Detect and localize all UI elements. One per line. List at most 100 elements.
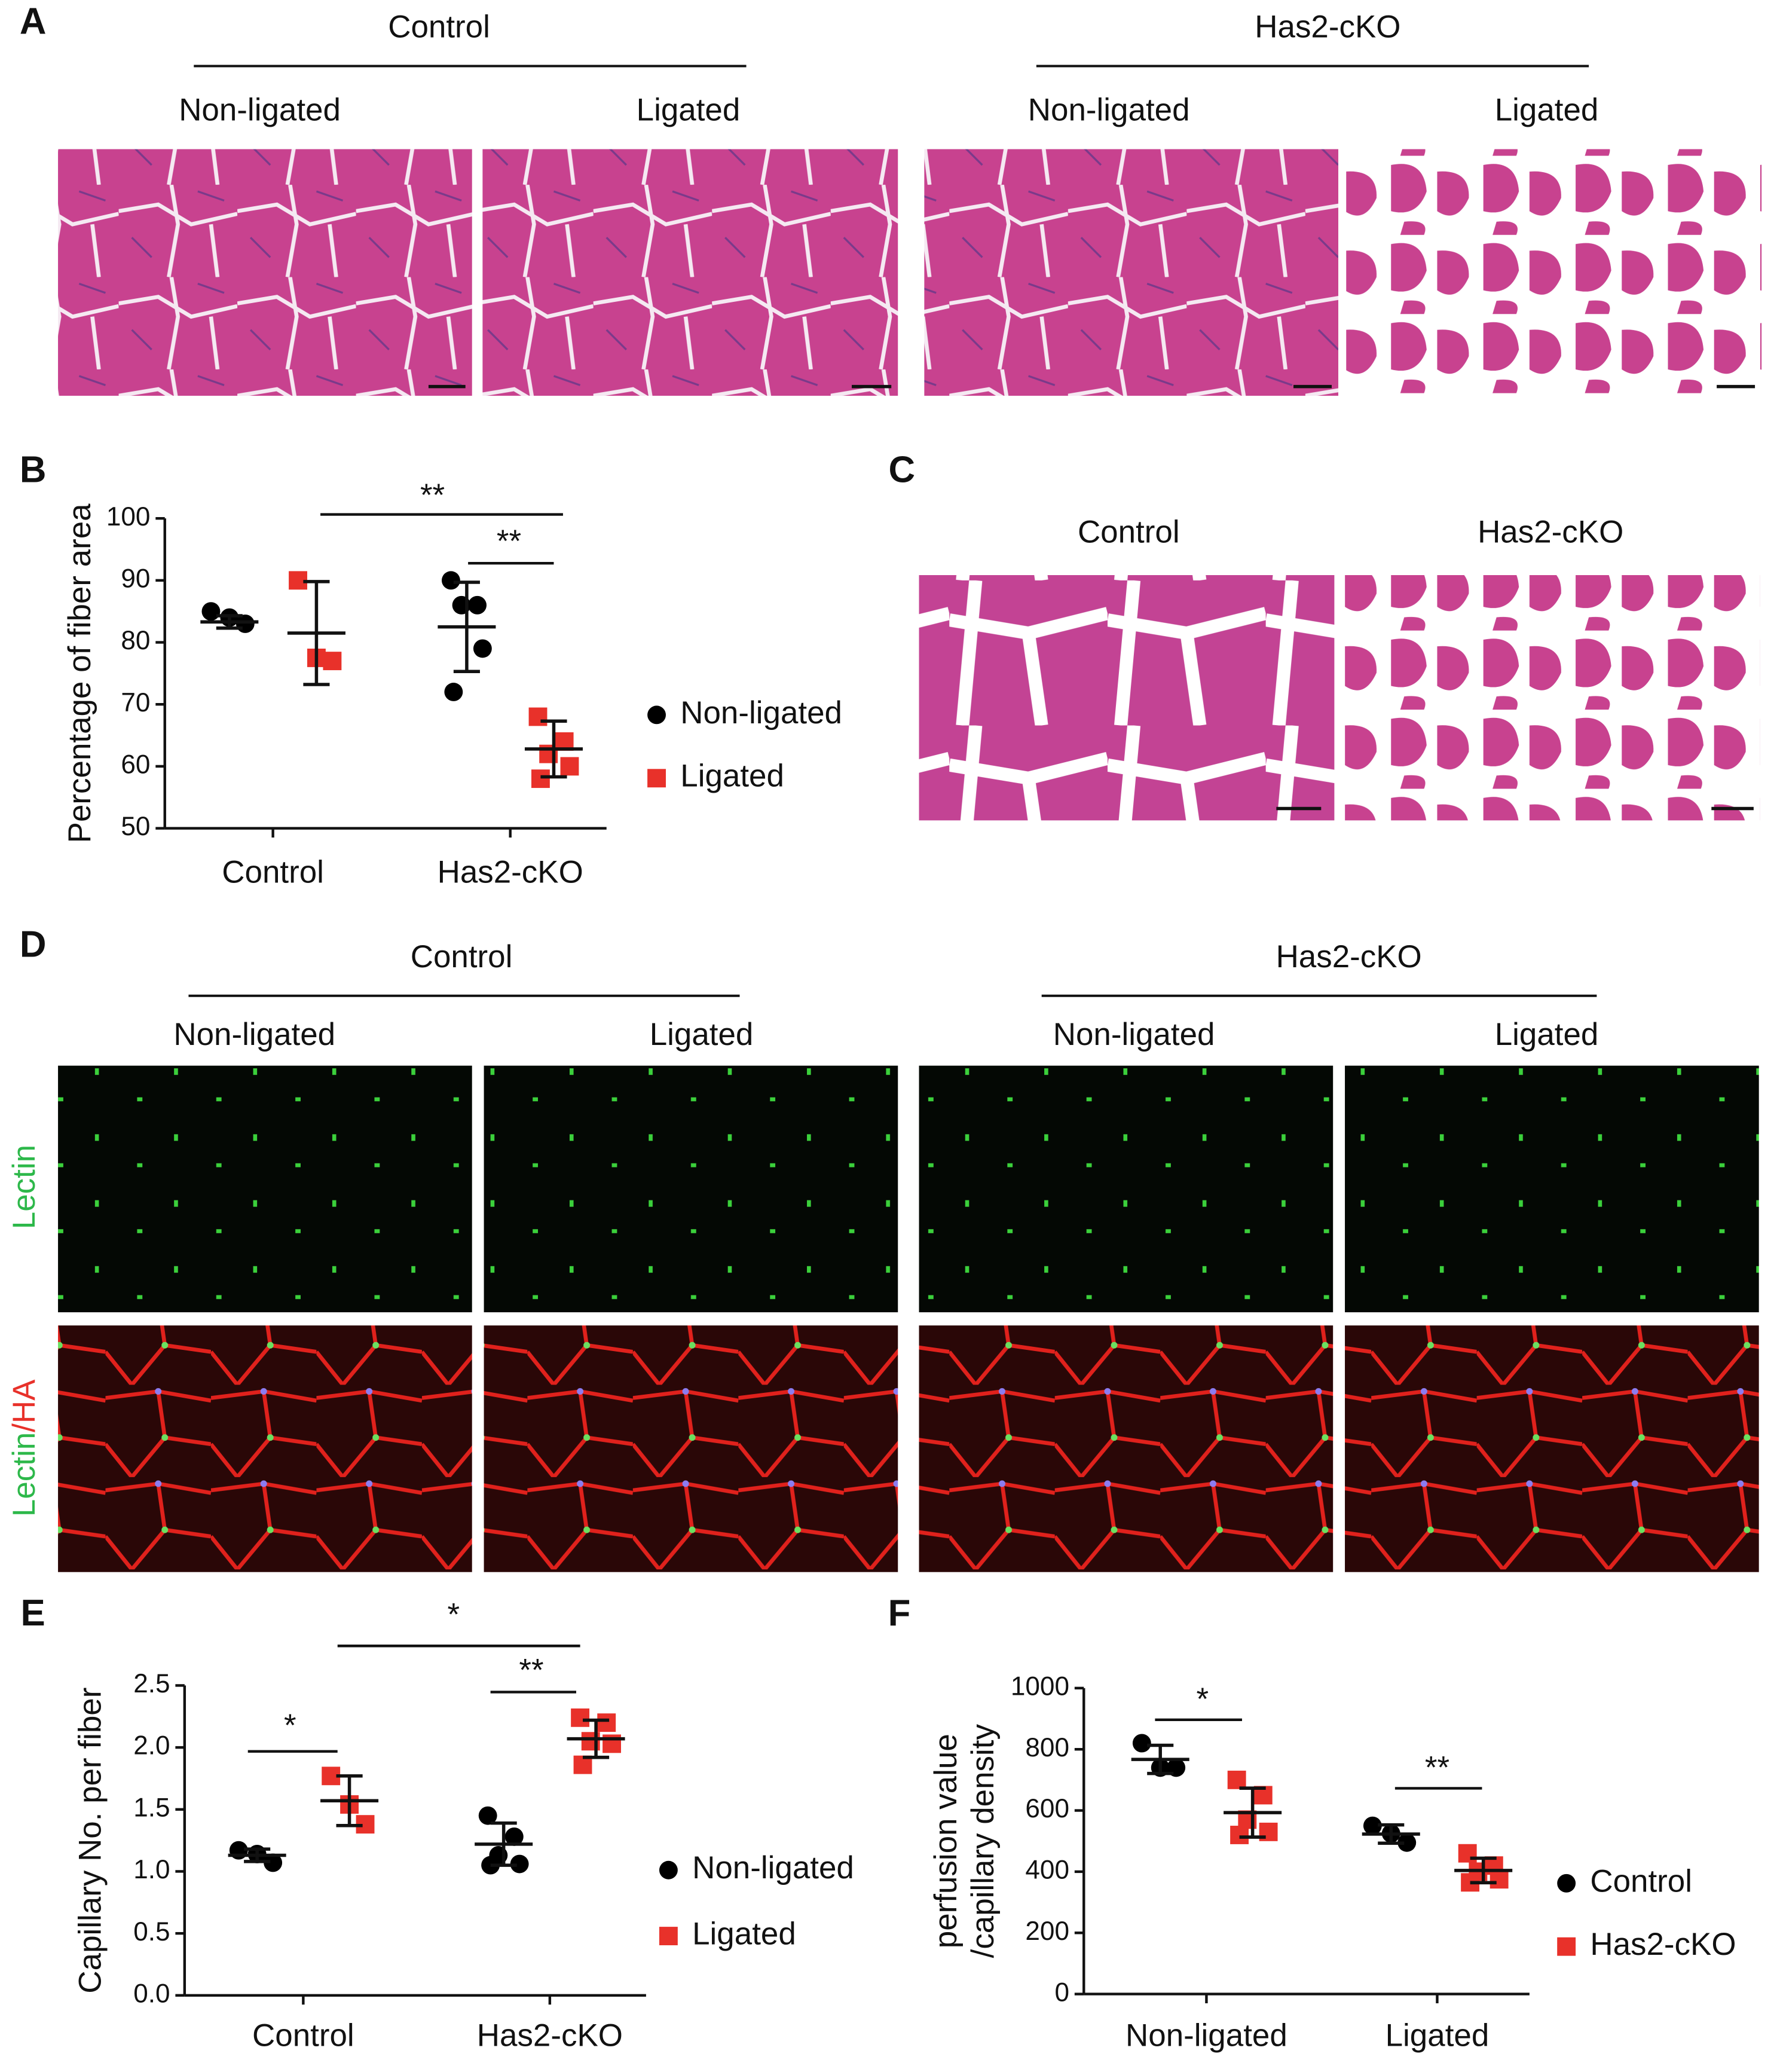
data-point [1363,1816,1382,1835]
legend-marker [647,705,666,725]
error-bar [490,1821,517,1867]
condition-label: Non-ligated [1053,1017,1215,1052]
group-lines [188,65,1597,997]
data-point [560,757,579,776]
data-point [441,571,460,590]
condition-label: Ligated [1495,1017,1599,1052]
x-tick-label: Control [252,2018,354,2053]
micrograph [919,1325,1334,1572]
condition-label: Ligated [637,93,741,128]
micrograph [1345,1065,1759,1313]
y-tick-label: 400 [1025,1856,1069,1885]
data-point [1490,1870,1509,1889]
y-tick-label: 100 [106,502,151,531]
condition-label: Non-ligated [179,93,341,128]
legend-label: Non-ligated [692,1850,854,1885]
data-point [473,639,492,658]
significance-label: * [1196,1682,1209,1717]
y-tick-label: 1.5 [133,1793,170,1822]
data-point [597,1713,616,1732]
error-bar [244,1847,271,1863]
x-tick-label: Non-ligated [1126,2018,1287,2053]
group-label: Control [411,939,513,974]
legend-marker [659,1860,678,1880]
data-point [201,602,221,621]
panel-letter: F [888,1593,911,1634]
error-bar [583,1718,610,1759]
data-point [1227,1770,1246,1789]
data-point [264,1853,283,1872]
condition-label: Non-ligated [173,1017,335,1052]
micrograph [924,149,1339,396]
condition-label: Ligated [1495,93,1599,128]
significance-label: ** [497,524,521,559]
micrograph [919,575,1335,821]
panel-letter: D [20,924,47,965]
data-point [571,1708,590,1727]
y-tick-label: 70 [121,688,150,717]
micrograph [58,1325,472,1572]
y-axis-label: perfusion value [928,1734,964,1948]
row-label-part: /HA [7,1379,42,1432]
y-tick-label: 0 [1054,1978,1069,2007]
error-bar [1378,1823,1405,1845]
legend-label: Ligated [692,1917,796,1952]
chart: 0.0 0.5 1.0 1.5 2.0 2.5 Capillary No. per fibe… [72,1597,854,2053]
y-tick-label: 1000 [1011,1671,1069,1701]
x-tick-label: Ligated [1386,2018,1490,2053]
row-label: Lectin [7,1145,42,1229]
y-tick-label: 50 [121,812,150,841]
error-bar [453,580,480,674]
y-tick-label: 0.5 [133,1917,170,1946]
panel-letter: C [889,449,916,490]
panel-letter: A [20,1,47,42]
data-point [510,1854,529,1874]
data-point [468,595,487,615]
error-bar [1239,1786,1266,1839]
micrograph [482,149,898,396]
panel-letter: E [21,1593,45,1634]
y-tick-label: 800 [1025,1733,1069,1762]
error-bar [1470,1856,1497,1885]
x-tick-label: Has2-cKO [477,2018,623,2053]
group-label: Has2-cKO [1255,10,1400,45]
significance-label: ** [519,1652,543,1688]
image-label: Control [1078,515,1180,550]
y-tick-label: 200 [1025,1917,1069,1946]
error-bar [1147,1743,1174,1775]
x-tick-label: Control [222,855,324,890]
image-label: Has2-cKO [1478,515,1623,550]
micrograph [919,1065,1334,1313]
legend-marker [1557,1937,1576,1956]
y-tick-label: 80 [121,626,150,655]
data-point [323,652,342,671]
data-point [504,1827,524,1846]
data-point [1230,1826,1249,1844]
data-point [444,683,463,701]
significance-label: ** [1425,1750,1449,1786]
legend-label: Non-ligated [680,695,842,731]
y-tick-label: 600 [1025,1794,1069,1823]
y-tick-label: 1.0 [133,1855,170,1884]
data-point [528,707,548,726]
chart: 0 200 400 600 800 1000 perfusion value/capilla… [928,1671,1736,2053]
micrograph [484,1065,898,1313]
y-axis-label: Capillary No. per fiber [72,1688,108,1994]
micrograph [484,1325,898,1572]
legend-marker [659,1927,678,1945]
row-label: Lectin/HA [7,1379,42,1517]
error-bar [303,580,330,686]
row-label-part: Lectin [7,1432,42,1517]
data-point [531,769,550,789]
micrograph [58,149,472,396]
y-tick-label: 60 [121,750,150,780]
group-label: Control [388,10,490,45]
condition-label: Ligated [650,1017,754,1052]
y-axis-label: Percentage of fiber area [62,503,97,844]
images [58,65,1762,1572]
micrograph [1345,1325,1759,1572]
data-point [1397,1833,1417,1852]
legend-label: Ligated [680,759,784,794]
